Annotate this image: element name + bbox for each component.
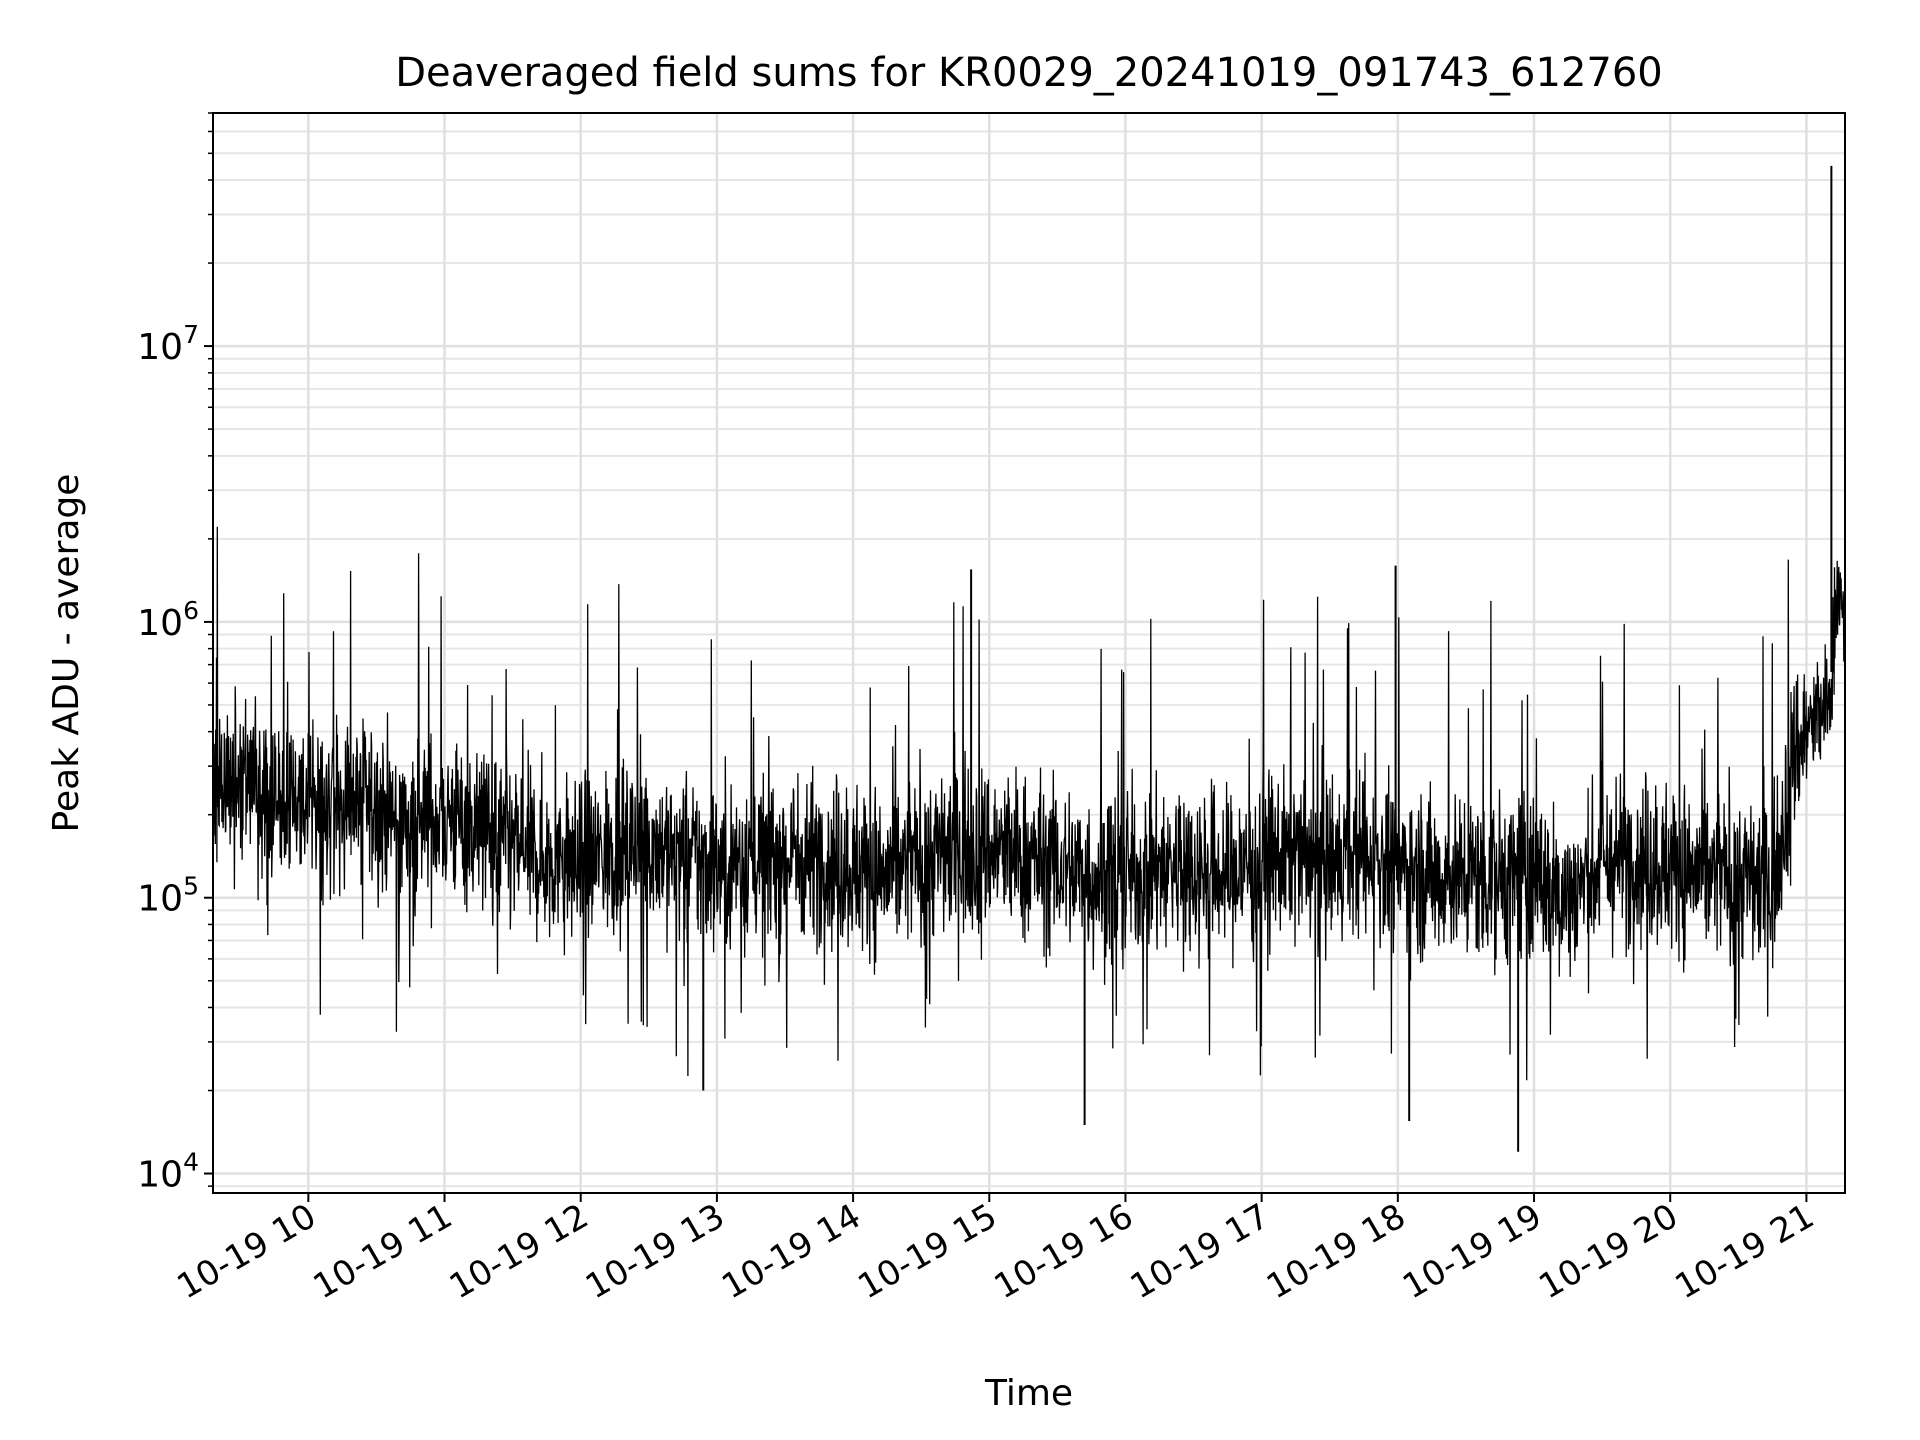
x-axis-label: Time (984, 1373, 1073, 1414)
grid (213, 112, 1845, 1193)
y-axis-label: Peak ADU - average (46, 474, 87, 833)
series-line (212, 526, 1846, 1081)
chart-title: Deaveraged field sums for KR0029_2024101… (395, 50, 1663, 96)
y-tick-label: 106 (137, 596, 199, 644)
plot-area (212, 112, 1846, 1194)
axes-frame (212, 112, 1846, 1194)
y-axis: 104 105 106 107 (137, 112, 213, 1196)
y-tick-label: 107 (137, 320, 199, 368)
axes-background (213, 113, 1845, 1193)
y-tick-label: 104 (137, 1148, 199, 1196)
series-layer (212, 165, 1846, 1152)
y-tick-label: 105 (137, 872, 199, 920)
